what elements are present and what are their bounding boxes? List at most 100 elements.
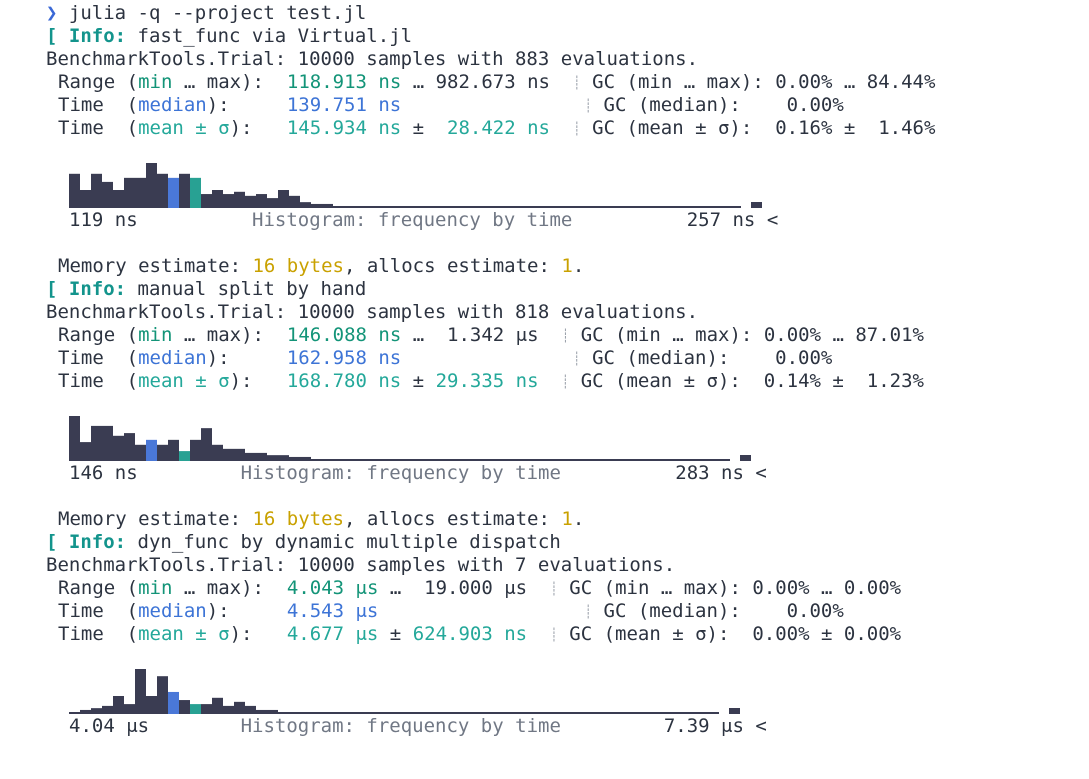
histogram-bar (322, 203, 333, 208)
hist-right-label: 283 ns (675, 462, 744, 484)
median-value: 139.751 ns (286, 94, 402, 116)
histogram-median-bar (146, 439, 157, 461)
histogram-bar (157, 676, 168, 714)
histogram-bar (289, 456, 300, 461)
histogram-median-bar (168, 691, 179, 714)
range-max-value: 982.673 ns (435, 71, 550, 93)
histogram-bar (333, 206, 344, 208)
histogram-bar (223, 194, 234, 208)
gc-min-value: 0.00% (752, 577, 810, 599)
histogram (69, 669, 740, 714)
histogram-bar (311, 203, 322, 208)
histogram-baseline (355, 459, 730, 461)
allocs-value: 1 (561, 255, 573, 277)
mean-value: 168.780 ns (286, 370, 402, 392)
histogram-bar (256, 452, 267, 461)
gc-min-value: 0.00% (763, 324, 822, 346)
histogram-bar (289, 712, 300, 714)
histogram-bar (388, 206, 399, 208)
command-text: julia -q --project test.jl (68, 2, 367, 24)
gc-max-value: 84.44% (866, 71, 936, 93)
histogram-overflow-bar (751, 202, 762, 208)
histogram-bar (377, 206, 388, 208)
median-row: Time (median): 4.543 μs ┊ GC (median): 0… (58, 600, 844, 622)
memory-row: Memory estimate: 16 bytes, allocs estima… (58, 508, 585, 530)
info-tag: [ Info: (46, 531, 127, 553)
info-message: manual split by hand (137, 278, 367, 300)
histogram-bar (267, 455, 278, 461)
histogram-bar (322, 459, 333, 461)
histogram-bar (212, 444, 223, 461)
gc-mean-value: 0.00% (752, 623, 810, 645)
histogram-bar (91, 708, 102, 714)
histogram-bar (80, 442, 91, 461)
histogram-bar (124, 177, 135, 208)
gc-std-value: 1.46% (866, 117, 936, 139)
std-value: 624.903 ns (412, 623, 528, 645)
histogram-bar (234, 701, 245, 714)
histogram-bar (146, 163, 157, 208)
range-row: Range (min … max): 146.088 ns … 1.342 μs… (58, 324, 924, 346)
range-row: Range (min … max): 118.913 ns … 982.673 … (58, 71, 936, 93)
histogram-bar (113, 435, 124, 461)
memory-value: 16 bytes (252, 255, 344, 277)
histogram-bar (124, 704, 135, 714)
gc-max-value: 0.00% (843, 577, 902, 599)
histogram-bar (311, 459, 322, 461)
histogram-bar (124, 433, 135, 461)
histogram-bar (146, 696, 157, 714)
memory-value: 16 bytes (252, 508, 344, 530)
histogram-bar (201, 194, 212, 208)
histogram-bar (300, 456, 311, 461)
histogram-bar (157, 444, 168, 461)
mean-row: Time (mean ± σ): 168.780 ns ± 29.335 ns … (58, 370, 924, 392)
histogram (69, 163, 762, 208)
histogram-bar (201, 428, 212, 461)
histogram-bar (256, 194, 267, 208)
prompt-chevron-icon: ❯ (46, 2, 58, 24)
gc-std-value: 1.23% (855, 370, 924, 392)
histogram-baseline (300, 712, 719, 714)
median-value: 4.543 μs (286, 600, 379, 622)
histogram-bar (69, 712, 80, 714)
histogram-mean-bar (190, 177, 201, 208)
histogram-bar (102, 425, 113, 461)
histogram-axis-labels: 4.04 μs Histogram: frequency by time 7.3… (69, 715, 767, 738)
gc-mean-value: 0.16% (775, 117, 833, 139)
histogram-bar (91, 173, 102, 208)
histogram-bar (267, 709, 278, 714)
histogram-bar (80, 709, 91, 714)
histogram-bar (80, 190, 91, 208)
range-max-value: 1.342 μs (447, 324, 539, 346)
trial-summary: BenchmarkTools.Trial: 10000 samples with… (46, 554, 676, 576)
histogram-bar (135, 444, 146, 461)
histogram (69, 416, 751, 461)
histogram-axis-labels: 119 ns Histogram: frequency by time 257 … (69, 209, 778, 232)
median-row: Time (median): 162.958 ns ┊ GC (median):… (58, 347, 833, 369)
gc-std-value: 0.00% (843, 623, 902, 645)
hist-title: Histogram: frequency by time (240, 715, 561, 737)
allocs-value: 1 (561, 508, 573, 530)
histogram-median-bar (168, 177, 179, 208)
hist-left-label: 119 ns (69, 209, 138, 231)
range-row: Range (min … max): 4.043 μs … 19.000 μs … (58, 577, 902, 599)
info-message: dyn_func by dynamic multiple dispatch (137, 531, 561, 553)
histogram-bar (234, 191, 245, 208)
histogram-bar (300, 202, 311, 208)
histogram-mean-bar (179, 451, 190, 461)
mean-value: 145.934 ns (286, 117, 402, 139)
trial-summary: BenchmarkTools.Trial: 10000 samples with… (46, 301, 699, 323)
histogram-bar (157, 173, 168, 208)
median-value: 162.958 ns (286, 347, 402, 369)
gc-min-value: 0.00% (775, 71, 833, 93)
histogram-overflow-bar (740, 455, 751, 461)
histogram-bar (245, 705, 256, 714)
hist-right-label: 257 ns (686, 209, 756, 231)
hist-overflow-marker: < (755, 462, 767, 484)
histogram-bar (267, 198, 278, 208)
histogram-bar (289, 195, 300, 208)
info-line: [ Info: fast_func via Virtual.jl (46, 25, 412, 48)
mean-value: 4.677 μs (286, 623, 379, 645)
histogram-bar (344, 206, 355, 208)
